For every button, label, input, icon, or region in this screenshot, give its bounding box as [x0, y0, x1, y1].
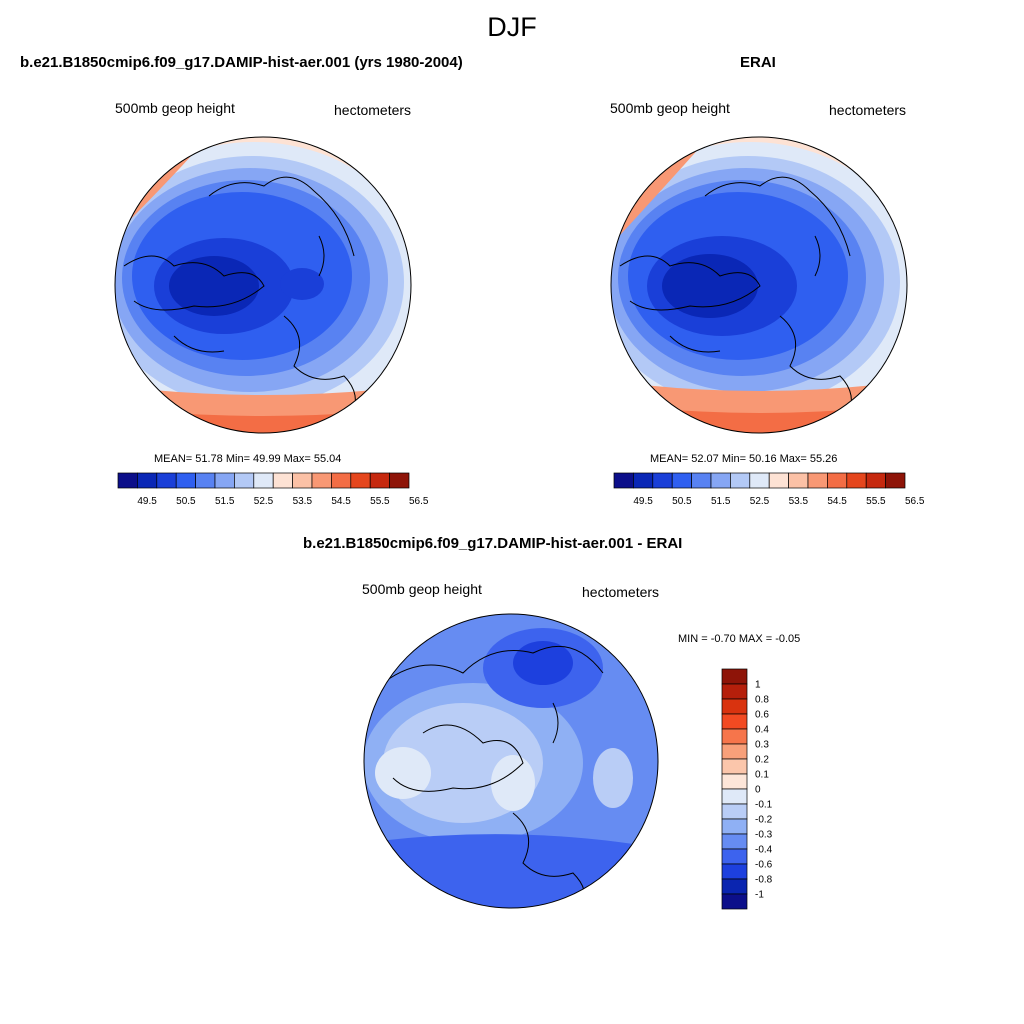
colorbar-model-tick-label: 49.5: [137, 496, 157, 507]
colorbar-difference-cell: [721, 668, 748, 685]
colorbar-erai-cell: [788, 472, 809, 489]
colorbar-difference-cell: [721, 788, 748, 805]
colorbar-erai-cell: [768, 472, 789, 489]
colorbar-erai-tick-label: 54.5: [827, 496, 847, 507]
panel1-title: b.e21.B1850cmip6.f09_g17.DAMIP-hist-aer.…: [20, 54, 463, 71]
colorbar-difference-tick-label: 0.6: [755, 710, 769, 721]
colorbar-erai-cell: [827, 472, 848, 489]
colorbar-erai-cell: [885, 472, 906, 489]
colorbar-difference-cell: [721, 773, 748, 790]
colorbar-model-tick-label: 54.5: [331, 496, 351, 507]
colorbar-difference-tick-label: -0.3: [755, 830, 773, 841]
colorbar-difference-tick-label: 0: [755, 785, 761, 796]
map-erai: [610, 136, 908, 434]
colorbar-model-cell: [272, 472, 293, 489]
colorbar-erai-cell: [749, 472, 770, 489]
panel2-units-label: hectometers: [829, 102, 907, 118]
colorbar-erai-tick-label: 49.5: [633, 496, 653, 507]
colorbar-erai-tick-label: 55.5: [866, 496, 886, 507]
colorbar-model-tick-label: 52.5: [254, 496, 274, 507]
panel3-stats: MIN = -0.70 MAX = -0.05: [678, 633, 801, 645]
colorbar-difference-tick-label: -0.8: [755, 875, 773, 886]
colorbar-difference-tick-label: -0.1: [755, 800, 773, 811]
panel2-title: ERAI: [740, 54, 776, 71]
colorbar-model-tick-label: 51.5: [215, 496, 235, 507]
colorbar-erai-cell: [730, 472, 751, 489]
colorbar-model-cell: [389, 472, 410, 489]
figure-title: DJF: [487, 12, 537, 42]
colorbar-model-cell: [311, 472, 332, 489]
colorbar-model-cell: [350, 472, 371, 489]
colorbar-difference-cell: [721, 878, 748, 895]
panel3-title: b.e21.B1850cmip6.f09_g17.DAMIP-hist-aer.…: [303, 535, 683, 552]
colorbar-erai-tick-label: 56.5: [905, 496, 925, 507]
colorbar-difference-tick-label: 0.1: [755, 770, 769, 781]
colorbar-erai-cell: [691, 472, 712, 489]
colorbar-erai-cell: [807, 472, 828, 489]
colorbar-difference-cell: [721, 863, 748, 880]
colorbar-difference-cell: [721, 698, 748, 715]
colorbar-erai-cell: [865, 472, 886, 489]
colorbar-erai-cell: [846, 472, 867, 489]
colorbar-erai-cell: [652, 472, 673, 489]
colorbar-model-tick-label: 50.5: [176, 496, 196, 507]
colorbar-erai: 49.5 50.5 51.5 52.5 53.5 54.5 55.5 56.5: [613, 472, 925, 507]
colorbar-erai-tick-label: 53.5: [789, 496, 809, 507]
colorbar-model-cell: [292, 472, 313, 489]
map-difference: [363, 613, 659, 909]
colorbar-model: 49.5 50.5 51.5 52.5 53.5 54.5 55.5 56.5: [117, 472, 429, 507]
panel1-stats: MEAN= 51.78 Min= 49.99 Max= 55.04: [154, 453, 342, 465]
colorbar-model-cell: [117, 472, 138, 489]
colorbar-model-cell: [331, 472, 352, 489]
colorbar-model-tick-label: 53.5: [293, 496, 313, 507]
colorbar-difference-tick-label: -0.2: [755, 815, 773, 826]
panel2-stats: MEAN= 52.07 Min= 50.16 Max= 55.26: [650, 453, 838, 465]
colorbar-difference-tick-label: -0.4: [755, 845, 773, 856]
colorbar-difference: 1 0.8 0.6 0.4 0.3 0.2 0.1 0 -0.1 -0.2 -0.3 -0.4 -0.6…: [721, 668, 773, 910]
colorbar-difference-cell: [721, 728, 748, 745]
colorbar-erai-tick-label: 50.5: [672, 496, 692, 507]
colorbar-model-cell: [253, 472, 274, 489]
colorbar-difference-cell: [721, 743, 748, 760]
colorbar-difference-tick-label: -1: [755, 890, 764, 901]
colorbar-model-cell: [137, 472, 158, 489]
colorbar-model-cell: [195, 472, 216, 489]
colorbar-erai-tick-label: 52.5: [750, 496, 770, 507]
panel1-variable-label: 500mb geop height: [115, 100, 235, 116]
colorbar-model-tick-label: 56.5: [409, 496, 429, 507]
colorbar-difference-cell: [721, 833, 748, 850]
colorbar-difference-cell: [721, 758, 748, 775]
colorbar-erai-cell: [710, 472, 731, 489]
colorbar-difference-cell: [721, 818, 748, 835]
colorbar-difference-cell: [721, 848, 748, 865]
panel3-variable-label: 500mb geop height: [362, 581, 482, 597]
colorbar-difference-tick-label: 0.8: [755, 695, 769, 706]
colorbar-model-cell: [234, 472, 255, 489]
colorbar-difference-tick-label: 1: [755, 680, 761, 691]
map-model: [114, 136, 412, 434]
panel2-variable-label: 500mb geop height: [610, 100, 730, 116]
colorbar-model-cell: [214, 472, 235, 489]
colorbar-difference-cell: [721, 713, 748, 730]
panel3-units-label: hectometers: [582, 584, 660, 600]
colorbar-difference-cell: [721, 893, 748, 910]
colorbar-erai-tick-label: 51.5: [711, 496, 731, 507]
panel1-units-label: hectometers: [334, 102, 412, 118]
colorbar-difference-tick-label: 0.3: [755, 740, 769, 751]
colorbar-difference-tick-label: 0.2: [755, 755, 769, 766]
colorbar-erai-cell: [613, 472, 634, 489]
colorbar-difference-cell: [721, 683, 748, 700]
colorbar-model-cell: [175, 472, 196, 489]
colorbar-model-tick-label: 55.5: [370, 496, 390, 507]
colorbar-erai-cell: [671, 472, 692, 489]
colorbar-difference-tick-label: 0.4: [755, 725, 769, 736]
colorbar-model-cell: [369, 472, 390, 489]
colorbar-erai-cell: [633, 472, 654, 489]
colorbar-difference-tick-label: -0.6: [755, 860, 773, 871]
colorbar-model-cell: [156, 472, 177, 489]
colorbar-difference-cell: [721, 803, 748, 820]
